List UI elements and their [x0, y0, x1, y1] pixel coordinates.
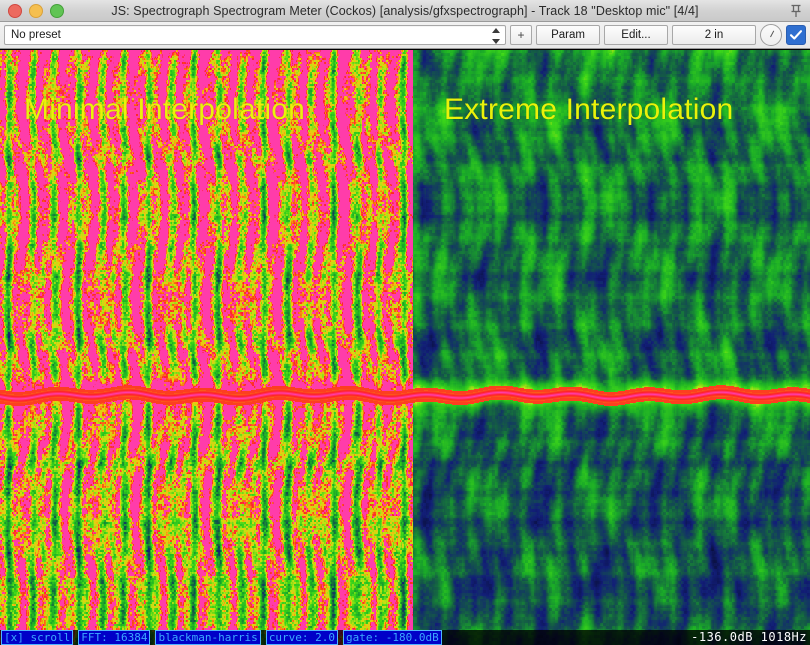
label-extreme-interpolation: Extreme Interpolation — [444, 93, 734, 126]
spectrogram-canvas[interactable] — [0, 50, 810, 645]
minimize-button[interactable] — [29, 4, 43, 18]
close-button[interactable] — [8, 4, 22, 18]
zoom-button[interactable] — [50, 4, 64, 18]
label-minimal-interpolation: Minimal Interpolation — [24, 93, 305, 126]
preset-value: No preset — [11, 29, 61, 41]
io-button[interactable]: 2 in — [672, 25, 756, 45]
checkmark-icon — [789, 30, 803, 40]
pin-icon[interactable] — [788, 3, 804, 19]
window-title: JS: Spectrograph Spectrogram Meter (Cock… — [111, 3, 699, 18]
edit-button[interactable]: Edit... — [604, 25, 668, 45]
title-bar: JS: Spectrograph Spectrogram Meter (Cock… — [0, 0, 810, 22]
add-preset-button[interactable]: + — [510, 25, 532, 45]
param-button[interactable]: Param — [536, 25, 600, 45]
preset-select[interactable]: No preset — [4, 25, 506, 45]
window-controls — [8, 0, 64, 22]
bypass-checkbox[interactable] — [786, 25, 806, 45]
knob-dial-icon[interactable] — [760, 24, 782, 46]
spectrogram-display[interactable]: Minimal Interpolation Extreme Interpolat… — [0, 50, 810, 645]
plugin-toolbar: No preset + Param Edit... 2 in — [0, 22, 810, 49]
stepper-up-down-icon[interactable] — [490, 28, 501, 44]
